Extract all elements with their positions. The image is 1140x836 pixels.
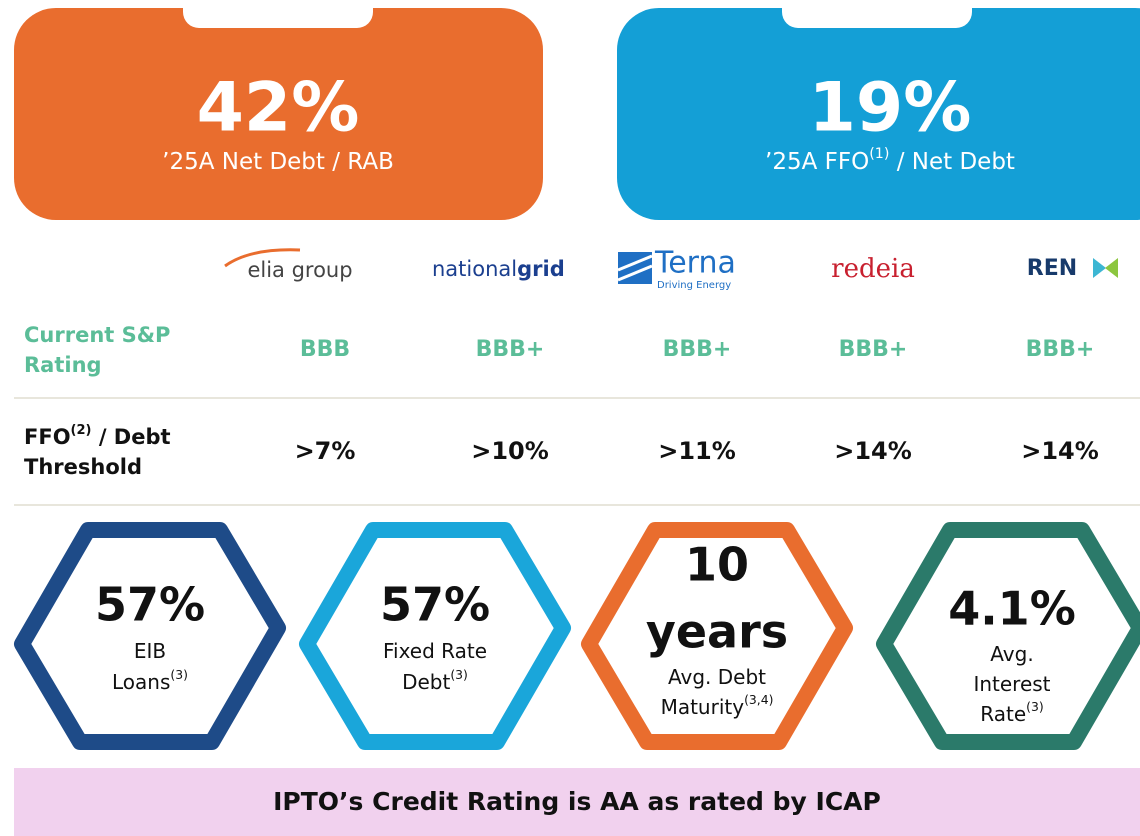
metric-value: 4.1%: [948, 582, 1076, 636]
card-blue: [617, 8, 1140, 220]
text-segment: / Net Debt: [889, 149, 1015, 175]
logo: Terna: [654, 246, 736, 281]
card-label: ’25A Net Debt / RAB: [162, 149, 394, 175]
logo-part: grid: [517, 257, 565, 281]
text-segment: Fixed Rate: [383, 639, 487, 663]
metric-value: 57%: [95, 578, 205, 632]
text-segment: EIB: [134, 639, 166, 663]
text-segment: Rate: [980, 702, 1026, 726]
text-segment: Avg. Debt: [668, 665, 766, 689]
logo: elia group: [247, 258, 352, 282]
text-segment: ’25A FFO: [765, 149, 869, 175]
cell-value: >14%: [834, 437, 912, 465]
logo-swoosh: [224, 248, 301, 268]
row-label: Rating: [24, 353, 102, 377]
metric-value: 10: [685, 538, 749, 592]
metric-label: EIB: [134, 639, 166, 663]
logo-mark: [1105, 258, 1118, 278]
hexagon: [14, 522, 286, 750]
card-value: 19%: [809, 69, 972, 148]
card-orange: [14, 8, 543, 220]
logo: nationalgrid: [432, 257, 565, 281]
text-segment: (3,4): [744, 692, 773, 707]
metric-value: 57%: [380, 578, 490, 632]
metric-label: Rate(3): [980, 699, 1043, 726]
cell-value: BBB+: [476, 337, 545, 362]
text-segment: FFO: [24, 425, 71, 449]
metric-label: Fixed Rate: [383, 639, 487, 663]
metric-label: Debt(3): [402, 667, 468, 694]
logo: REN: [1027, 256, 1077, 281]
text-segment: Current S&P: [24, 323, 170, 347]
text-segment: (3): [170, 667, 188, 682]
text-segment: Loans: [112, 670, 170, 694]
text-segment: Interest: [973, 672, 1050, 696]
text-segment: (3): [450, 667, 468, 682]
text-segment: ’25A Net Debt / RAB: [162, 149, 394, 175]
card-label: ’25A FFO(1) / Net Debt: [765, 146, 1015, 175]
text-segment: (2): [71, 423, 92, 438]
hexagon: [876, 522, 1140, 750]
hexagon: [299, 522, 571, 750]
card-tab: [782, 0, 972, 28]
metric-label: Avg.: [990, 642, 1033, 666]
logo-part: national: [432, 257, 517, 281]
text-segment: (1): [869, 146, 889, 162]
logo: Driving Energy: [657, 280, 731, 291]
text-segment: Avg.: [990, 642, 1033, 666]
logo-mark: [617, 254, 653, 282]
cell-value: BBB: [300, 337, 350, 362]
card-tab: [183, 0, 373, 28]
row-label: Threshold: [24, 455, 142, 479]
metric-label: Interest: [973, 672, 1050, 696]
cell-value: >14%: [1021, 437, 1099, 465]
banner-text: IPTO’s Credit Rating is AA as rated by I…: [273, 787, 881, 816]
cell-value: >7%: [295, 437, 356, 465]
banner-bg: [14, 768, 1140, 836]
text-segment: / Debt: [92, 425, 171, 449]
cell-value: BBB+: [663, 337, 732, 362]
cell-value: BBB+: [1026, 337, 1095, 362]
metric-value: years: [646, 605, 788, 659]
cell-value: BBB+: [839, 337, 908, 362]
logo-mark: [1093, 258, 1106, 278]
text-segment: Debt: [402, 670, 450, 694]
row-label: FFO(2) / Debt: [24, 423, 171, 449]
text-segment: Rating: [24, 353, 102, 377]
hexagon: [581, 522, 853, 750]
text-segment: Maturity: [661, 695, 745, 719]
card-value: 42%: [197, 69, 360, 148]
metric-label: Loans(3): [112, 667, 188, 694]
text-segment: Threshold: [24, 455, 142, 479]
row-label: Current S&P: [24, 323, 170, 347]
cell-value: >10%: [471, 437, 549, 465]
cell-value: >11%: [658, 437, 736, 465]
logo: redeia: [831, 254, 915, 284]
text-segment: (3): [1026, 699, 1044, 714]
metric-label: Maturity(3,4): [661, 692, 774, 719]
metric-label: Avg. Debt: [668, 665, 766, 689]
